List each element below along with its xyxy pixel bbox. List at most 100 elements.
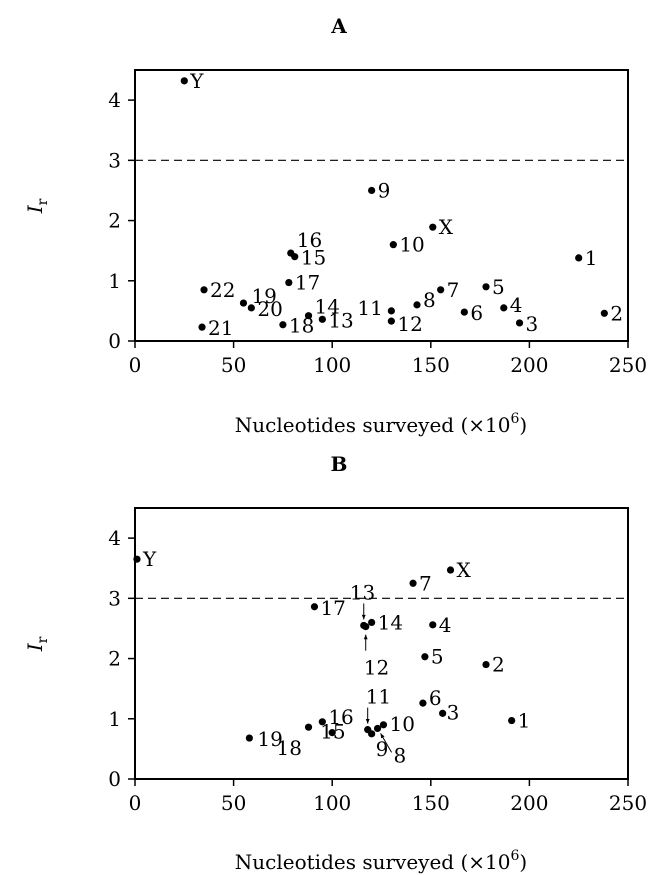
data-point [419, 699, 427, 707]
data-point [482, 283, 490, 291]
point-label: Y [189, 69, 204, 93]
point-label: 9 [376, 737, 389, 761]
y-tick-label: 4 [108, 88, 121, 112]
data-point [437, 286, 445, 294]
data-point [413, 301, 421, 309]
data-point [387, 317, 395, 325]
data-point [439, 709, 447, 717]
point-label: 1 [518, 709, 531, 733]
data-point [368, 618, 376, 627]
point-label: 18 [277, 736, 302, 760]
point-label: X [457, 558, 472, 582]
data-point [304, 723, 313, 731]
data-point [198, 323, 206, 331]
data-point [239, 299, 248, 307]
data-point [482, 660, 490, 669]
plot-frame [134, 507, 629, 780]
data-point [247, 304, 255, 312]
x-tick-label: 0 [129, 791, 142, 815]
point-label: 11 [366, 685, 391, 709]
data-point [310, 603, 319, 611]
data-point [409, 579, 417, 587]
point-label: 6 [470, 301, 483, 325]
point-label: 8 [394, 743, 407, 767]
y-tick-label: 1 [108, 707, 121, 731]
x-tick-label: 200 [510, 353, 548, 377]
point-label: 13 [328, 308, 353, 332]
x-axis-label: Nucleotides surveyed (×106) [235, 848, 527, 874]
point-label: 9 [378, 178, 391, 202]
point-label: 7 [419, 571, 432, 595]
data-point [600, 309, 608, 317]
point-label: 5 [492, 275, 505, 299]
point-label: 4 [510, 293, 523, 317]
point-label: 4 [439, 613, 452, 637]
data-point [421, 653, 429, 661]
data-point [285, 278, 293, 287]
data-point [500, 304, 508, 312]
x-tick-label: 200 [510, 791, 548, 815]
y-axis-label: Ir [23, 636, 51, 652]
point-label: 17 [295, 271, 320, 295]
y-tick-label: 0 [108, 767, 121, 791]
data-point [180, 77, 188, 85]
plot-frame [134, 69, 629, 342]
point-label: 5 [431, 645, 444, 669]
y-tick-label: 3 [108, 586, 121, 610]
point-label: 2 [492, 653, 505, 677]
point-label: 16 [328, 705, 353, 729]
panel-a: A Nucleotides surveyed (×106) Ir 0 50 100 1… [23, 14, 647, 437]
data-point [387, 307, 395, 315]
y-tick-label: 1 [108, 269, 121, 293]
point-label: 22 [210, 278, 235, 302]
data-point [133, 555, 141, 563]
data-point [368, 730, 376, 738]
point-label: X [439, 215, 454, 239]
point-label: 8 [423, 288, 436, 312]
y-tick-label: 3 [108, 148, 121, 172]
panel-b: B Nucleotides surveyed (×106) Ir 0 50 100 1… [23, 452, 647, 874]
data-point [200, 286, 208, 294]
point-label: 12 [397, 312, 422, 336]
point-label: 16 [297, 228, 322, 252]
point-label: 7 [447, 278, 460, 302]
point-label: 13 [350, 580, 375, 604]
point-label: 14 [378, 610, 403, 634]
data-point [429, 621, 437, 629]
data-point [318, 315, 326, 323]
x-tick-label: 100 [313, 353, 351, 377]
x-tick-label: 100 [313, 791, 351, 815]
data-point [279, 321, 287, 329]
x-tick-label: 150 [412, 791, 450, 815]
panel-title: A [330, 14, 347, 38]
point-label: 19 [257, 727, 282, 751]
data-point [460, 308, 468, 316]
data-point [318, 718, 326, 726]
point-label: 15 [320, 720, 345, 744]
point-label: 10 [389, 712, 414, 736]
data-point [575, 254, 583, 262]
point-label: 18 [289, 314, 314, 338]
point-label: 3 [526, 312, 539, 336]
point-label: 2 [610, 301, 623, 325]
point-label: 17 [320, 596, 345, 620]
data-point [362, 623, 370, 631]
data-point [508, 716, 516, 725]
data-point [379, 721, 388, 729]
y-tick-label: 2 [108, 647, 121, 671]
data-point [446, 566, 455, 574]
x-tick-label: 50 [221, 791, 246, 815]
callout-arrowhead [365, 719, 370, 724]
x-tick-label: 0 [129, 353, 142, 377]
point-label: 12 [364, 656, 389, 680]
point-label: Y [142, 547, 157, 571]
y-tick-label: 4 [108, 526, 121, 550]
point-label: 20 [257, 297, 282, 321]
callout-arrowhead [363, 634, 368, 640]
point-label: 19 [251, 284, 276, 308]
data-point [245, 734, 253, 742]
callout-arrowhead [361, 614, 366, 620]
